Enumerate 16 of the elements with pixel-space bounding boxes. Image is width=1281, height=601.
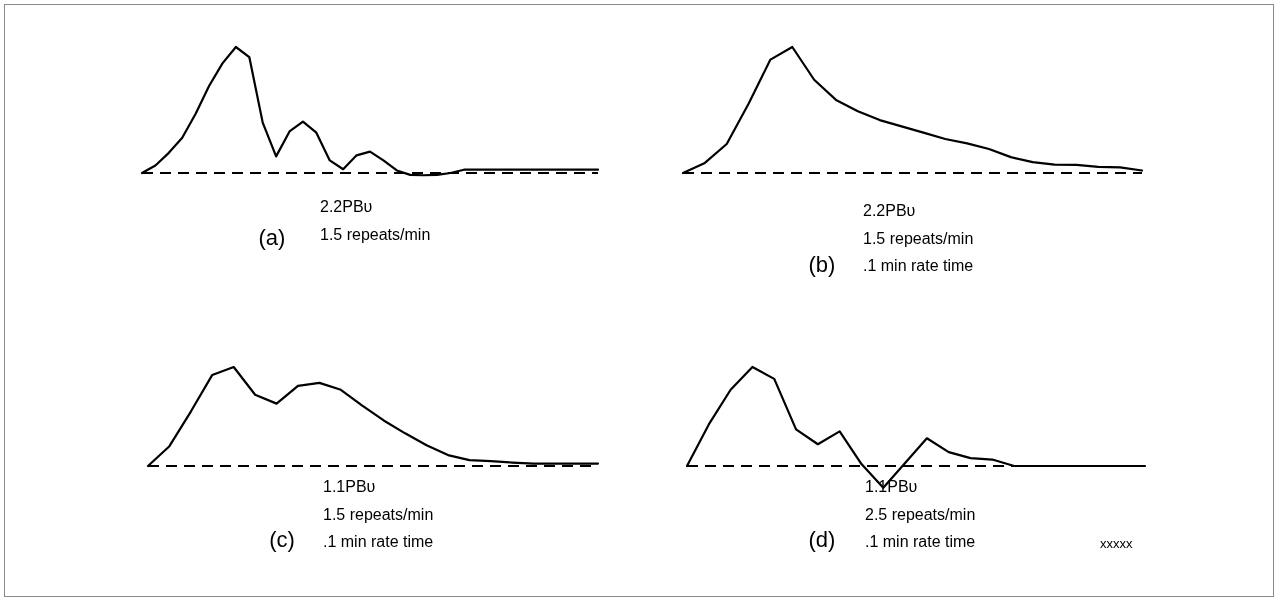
text: .1 min rate time (865, 533, 976, 550)
text: (a) (258, 225, 286, 250)
text: 1.5 repeats/min (863, 229, 974, 247)
text: 1.5 repeats/min (320, 225, 431, 243)
text: (d) (808, 527, 836, 552)
text: (b) (808, 252, 836, 277)
text: 2.2PBᴜ (320, 198, 373, 215)
text: (c) (269, 527, 295, 552)
text: 1.1PBᴜ (323, 478, 376, 495)
annotation: 1.1PBᴜ (865, 478, 918, 495)
text: .1 min rate time (323, 533, 434, 550)
text: xxxxx (1100, 536, 1133, 551)
text: 2.2PBᴜ (863, 202, 916, 219)
text: .1 min rate time (863, 257, 974, 274)
text: 1.5 repeats/min (323, 505, 434, 523)
text: 2.5 repeats/min (865, 505, 976, 523)
